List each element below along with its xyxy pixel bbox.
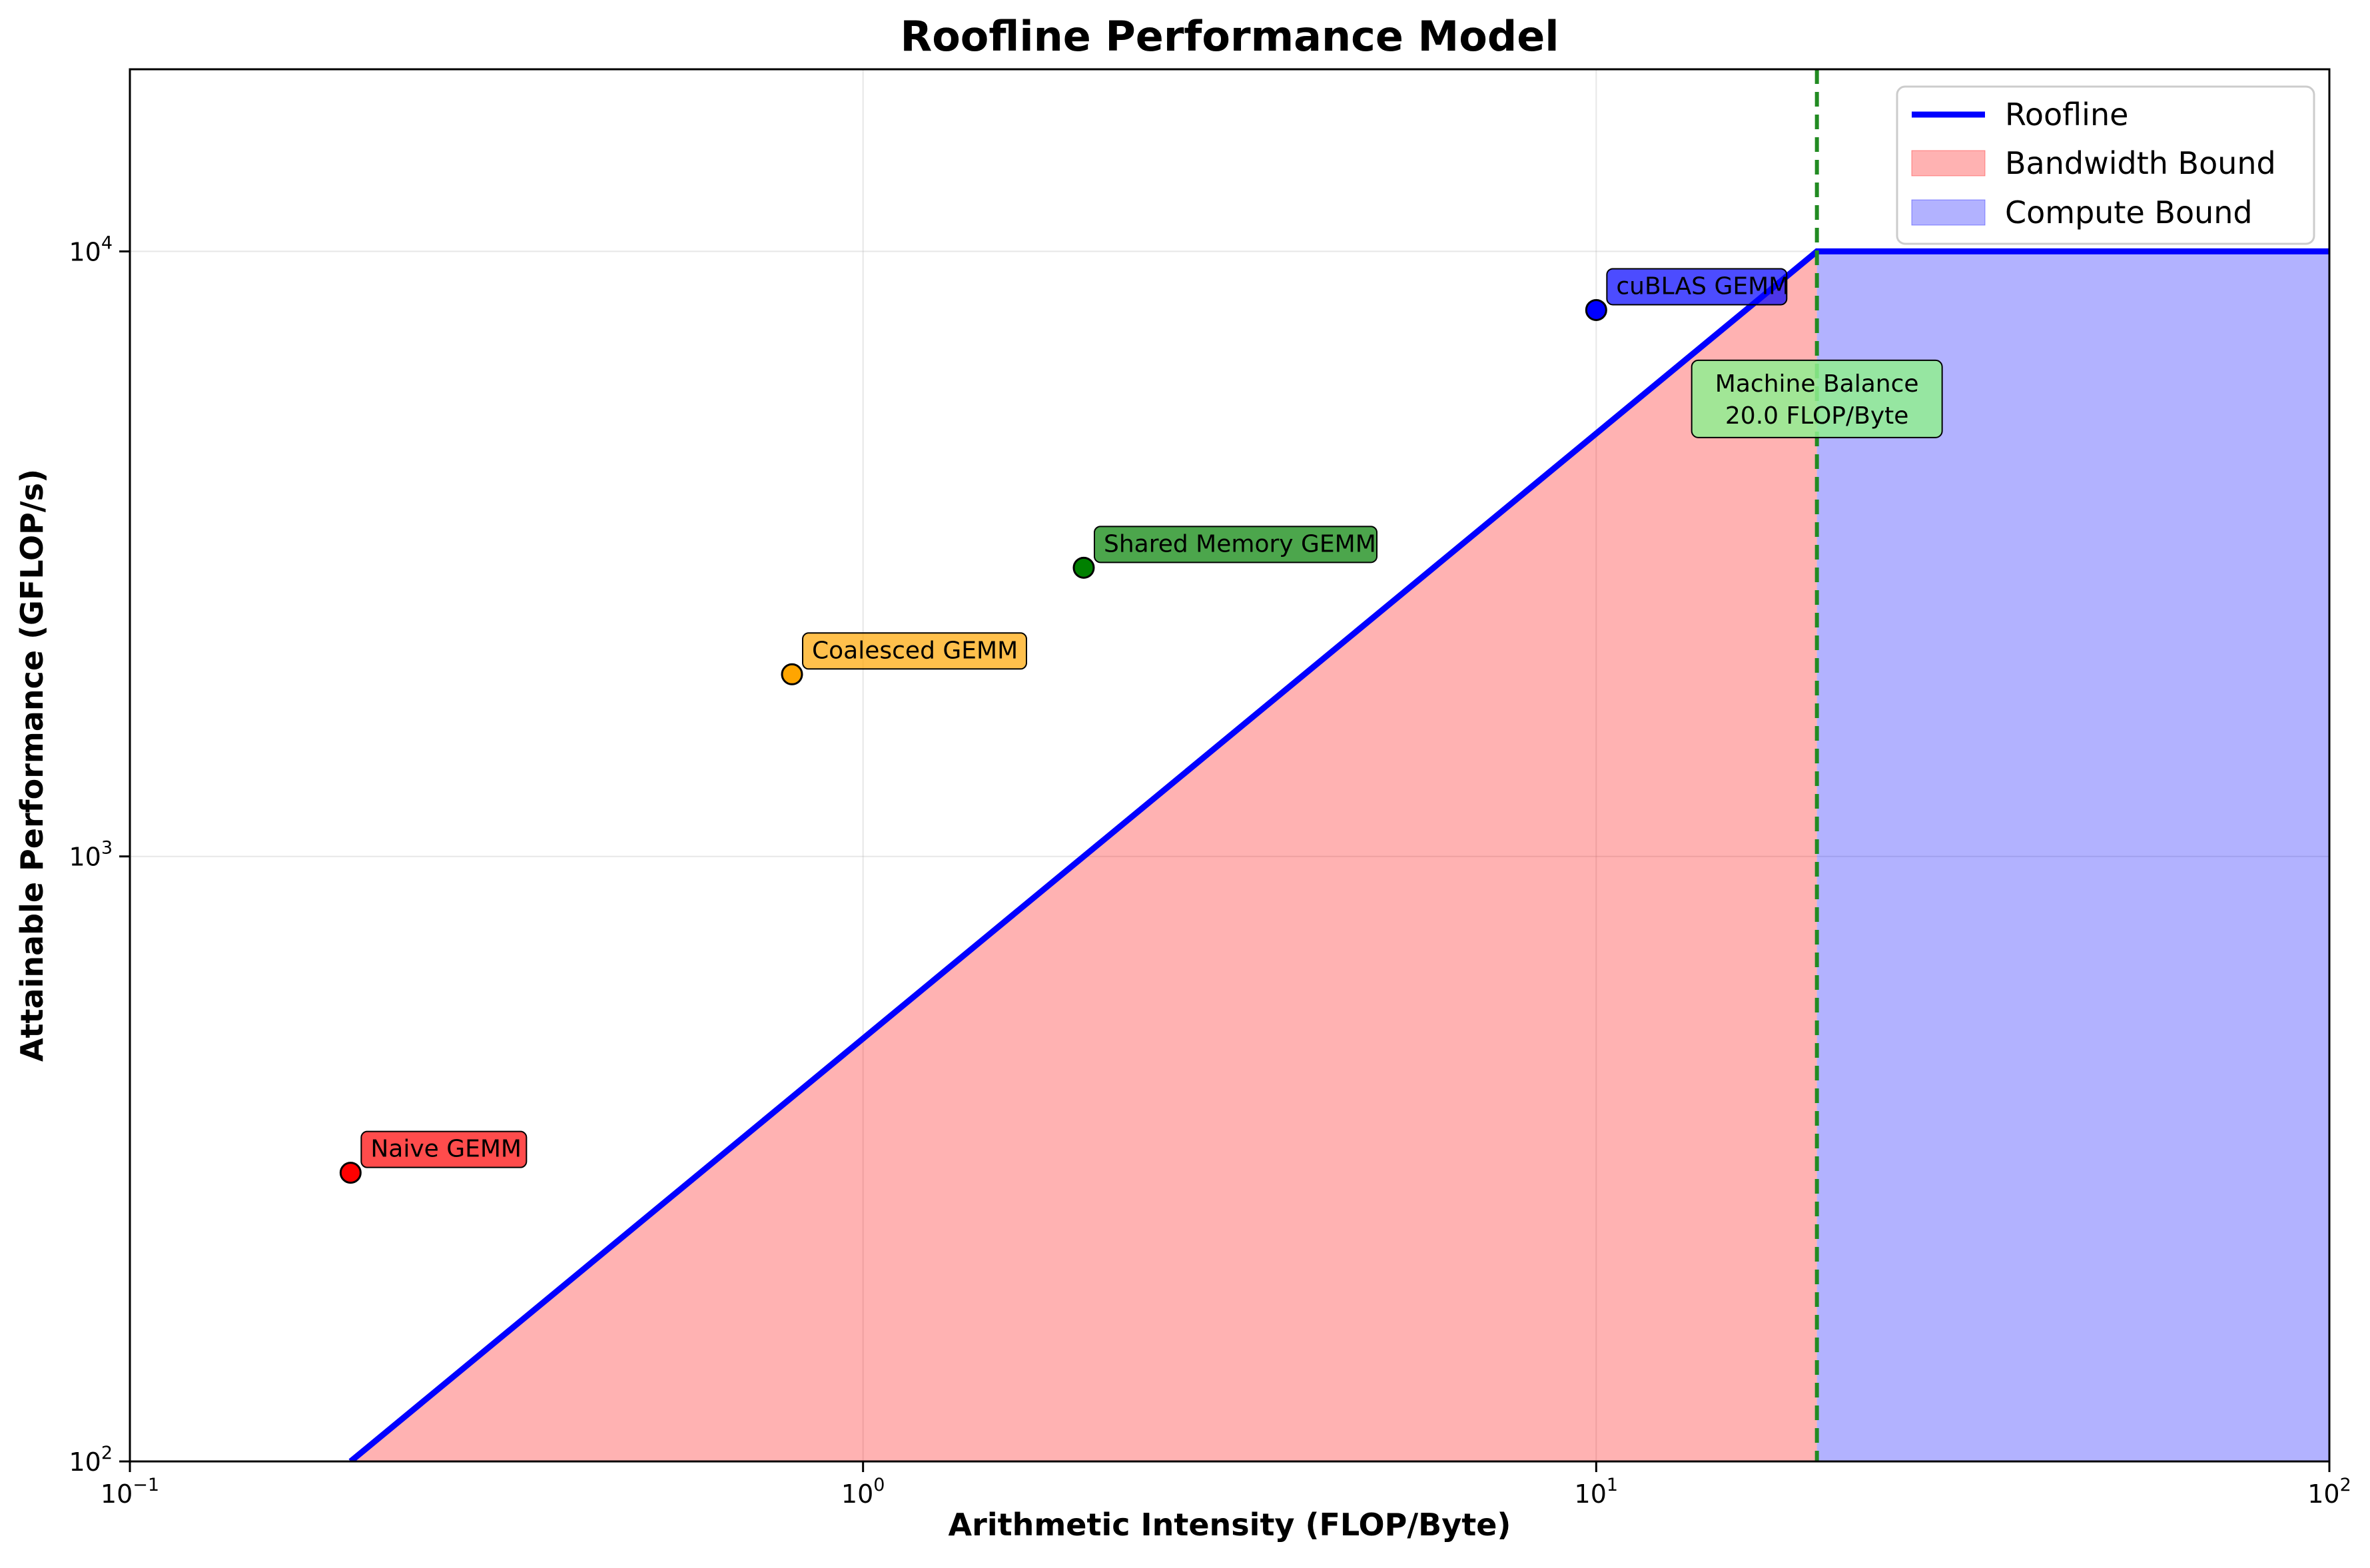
kernel-label-box bbox=[1094, 526, 1378, 564]
x-tick-label: 10−1 bbox=[101, 1475, 159, 1509]
x-tick-label: 100 bbox=[841, 1475, 885, 1509]
kernel-label-box bbox=[360, 1130, 528, 1168]
kernel-point-group: Shared Memory GEMM bbox=[1072, 526, 1378, 579]
machine-balance-label-box bbox=[1691, 359, 1943, 438]
machine-balance-value: 20.0 FLOP/Byte bbox=[1725, 402, 1909, 430]
legend-bandwidth-swatch bbox=[1911, 150, 1986, 177]
kernel-label: cuBLAS GEMM bbox=[1616, 272, 1789, 300]
legend-compute-bound: Compute Bound bbox=[2005, 195, 2253, 230]
x-tick-label: 101 bbox=[1575, 1475, 1619, 1509]
kernel-label: Coalesced GEMM bbox=[812, 637, 1018, 664]
kernel-points: Naive GEMM Coalesced GEMM Shared Memory GE… bbox=[339, 268, 1789, 1184]
compute-bound-region bbox=[1816, 251, 2329, 1461]
chart-title: Roofline Performance Model bbox=[900, 12, 1559, 61]
plot-frame bbox=[129, 68, 2331, 1463]
plot-area bbox=[130, 69, 2329, 1461]
x-axis-ticks: 10−1 100 101 102 bbox=[101, 1461, 2351, 1509]
bandwidth-bound-region bbox=[350, 251, 1817, 1461]
kernel-point-marker bbox=[1072, 556, 1095, 579]
y-tick-label: 102 bbox=[69, 1443, 113, 1477]
legend-roofline: Roofline bbox=[2005, 97, 2128, 133]
y-axis-label: Attainable Performance (GFLOP/s) bbox=[14, 469, 50, 1062]
kernel-point-marker bbox=[339, 1162, 362, 1184]
kernel-point-marker bbox=[1585, 298, 1607, 321]
kernel-label: Naive GEMM bbox=[370, 1136, 522, 1163]
y-tick-label: 103 bbox=[69, 838, 113, 872]
legend: Roofline Bandwidth Bound Compute Bound bbox=[1896, 85, 2315, 245]
legend-compute-swatch bbox=[1911, 199, 1986, 226]
kernel-point-marker bbox=[781, 663, 803, 685]
kernel-label-box bbox=[802, 632, 1028, 670]
kernel-point-group: Coalesced GEMM bbox=[781, 632, 1028, 685]
kernel-label: Shared Memory GEMM bbox=[1104, 530, 1376, 558]
kernel-point-group: Naive GEMM bbox=[339, 1130, 528, 1184]
y-axis-ticks: 102 103 104 bbox=[69, 232, 130, 1477]
machine-balance-label: Machine Balance bbox=[1715, 370, 1919, 398]
legend-bandwidth-bound: Bandwidth Bound bbox=[2005, 145, 2276, 181]
x-tick-label: 102 bbox=[2307, 1475, 2351, 1509]
kernel-label-box bbox=[1606, 268, 1788, 306]
machine-balance-annotation: Machine Balance 20.0 FLOP/Byte bbox=[1691, 359, 1943, 438]
kernel-point-group: cuBLAS GEMM bbox=[1585, 268, 1789, 321]
x-axis-label: Arithmetic Intensity (FLOP/Byte) bbox=[949, 1507, 1511, 1543]
y-tick-label: 104 bbox=[69, 232, 113, 266]
legend-frame bbox=[1896, 85, 2315, 245]
